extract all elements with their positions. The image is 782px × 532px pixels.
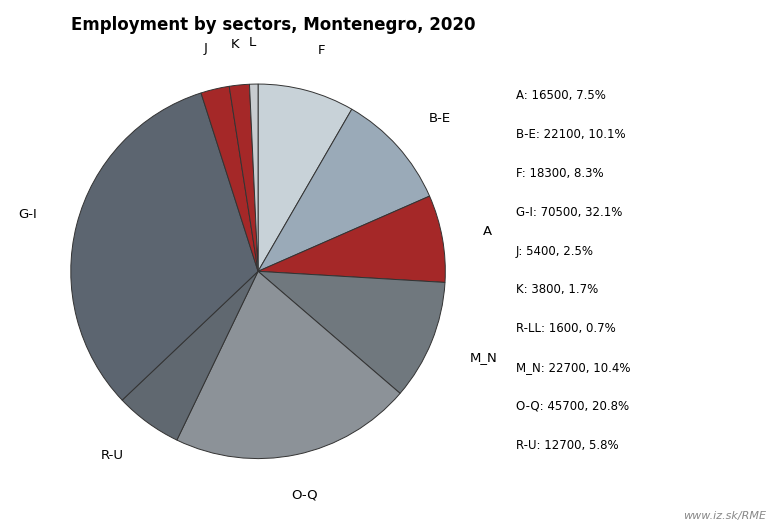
Text: R-U: 12700, 5.8%: R-U: 12700, 5.8% (516, 439, 619, 452)
Wedge shape (177, 271, 400, 459)
Text: Employment by sectors, Montenegro, 2020: Employment by sectors, Montenegro, 2020 (71, 16, 476, 34)
Text: G-I: G-I (18, 208, 37, 221)
Text: J: J (203, 43, 207, 55)
Text: B-E: B-E (429, 112, 450, 126)
Text: L: L (249, 36, 256, 49)
Wedge shape (122, 271, 258, 440)
Text: A: 16500, 7.5%: A: 16500, 7.5% (516, 89, 606, 102)
Text: M_N: M_N (470, 351, 497, 363)
Text: B-E: 22100, 10.1%: B-E: 22100, 10.1% (516, 128, 626, 141)
Wedge shape (258, 84, 352, 271)
Text: www.iz.sk/RME: www.iz.sk/RME (683, 511, 766, 521)
Wedge shape (201, 86, 258, 271)
Text: K: 3800, 1.7%: K: 3800, 1.7% (516, 284, 598, 296)
Text: R-LL: 1600, 0.7%: R-LL: 1600, 0.7% (516, 322, 616, 335)
Text: O-Q: O-Q (292, 488, 318, 502)
Wedge shape (71, 93, 258, 400)
Text: F: F (317, 44, 325, 57)
Text: O-Q: 45700, 20.8%: O-Q: 45700, 20.8% (516, 400, 630, 413)
Wedge shape (249, 84, 258, 271)
Text: R-U: R-U (100, 450, 124, 462)
Wedge shape (258, 196, 445, 282)
Wedge shape (258, 271, 445, 393)
Text: M_N: 22700, 10.4%: M_N: 22700, 10.4% (516, 361, 630, 374)
Text: F: 18300, 8.3%: F: 18300, 8.3% (516, 167, 604, 180)
Wedge shape (229, 84, 258, 271)
Text: A: A (483, 225, 492, 238)
Wedge shape (258, 109, 429, 271)
Text: K: K (231, 37, 239, 51)
Text: G-I: 70500, 32.1%: G-I: 70500, 32.1% (516, 206, 622, 219)
Text: J: 5400, 2.5%: J: 5400, 2.5% (516, 245, 594, 257)
